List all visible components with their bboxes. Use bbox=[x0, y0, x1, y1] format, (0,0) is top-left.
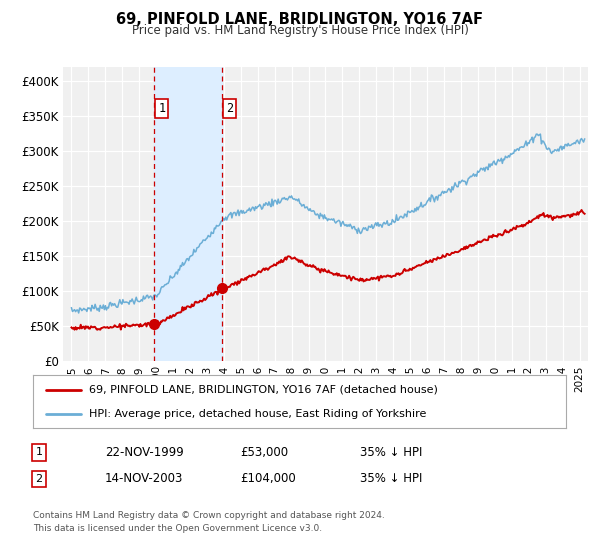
Text: 1: 1 bbox=[158, 102, 166, 115]
Text: HPI: Average price, detached house, East Riding of Yorkshire: HPI: Average price, detached house, East… bbox=[89, 409, 427, 419]
Text: 69, PINFOLD LANE, BRIDLINGTON, YO16 7AF: 69, PINFOLD LANE, BRIDLINGTON, YO16 7AF bbox=[116, 12, 484, 27]
Bar bbox=[154, 67, 221, 361]
Text: £53,000: £53,000 bbox=[240, 446, 288, 459]
Text: 14-NOV-2003: 14-NOV-2003 bbox=[105, 472, 184, 486]
Text: 69, PINFOLD LANE, BRIDLINGTON, YO16 7AF (detached house): 69, PINFOLD LANE, BRIDLINGTON, YO16 7AF … bbox=[89, 385, 438, 395]
Text: This data is licensed under the Open Government Licence v3.0.: This data is licensed under the Open Gov… bbox=[33, 524, 322, 533]
Text: 1: 1 bbox=[35, 447, 43, 458]
Text: 22-NOV-1999: 22-NOV-1999 bbox=[105, 446, 184, 459]
Text: 35% ↓ HPI: 35% ↓ HPI bbox=[360, 472, 422, 486]
Text: £104,000: £104,000 bbox=[240, 472, 296, 486]
Text: Price paid vs. HM Land Registry's House Price Index (HPI): Price paid vs. HM Land Registry's House … bbox=[131, 24, 469, 36]
Text: 35% ↓ HPI: 35% ↓ HPI bbox=[360, 446, 422, 459]
Text: Contains HM Land Registry data © Crown copyright and database right 2024.: Contains HM Land Registry data © Crown c… bbox=[33, 511, 385, 520]
Text: 2: 2 bbox=[226, 102, 233, 115]
Text: 2: 2 bbox=[35, 474, 43, 484]
